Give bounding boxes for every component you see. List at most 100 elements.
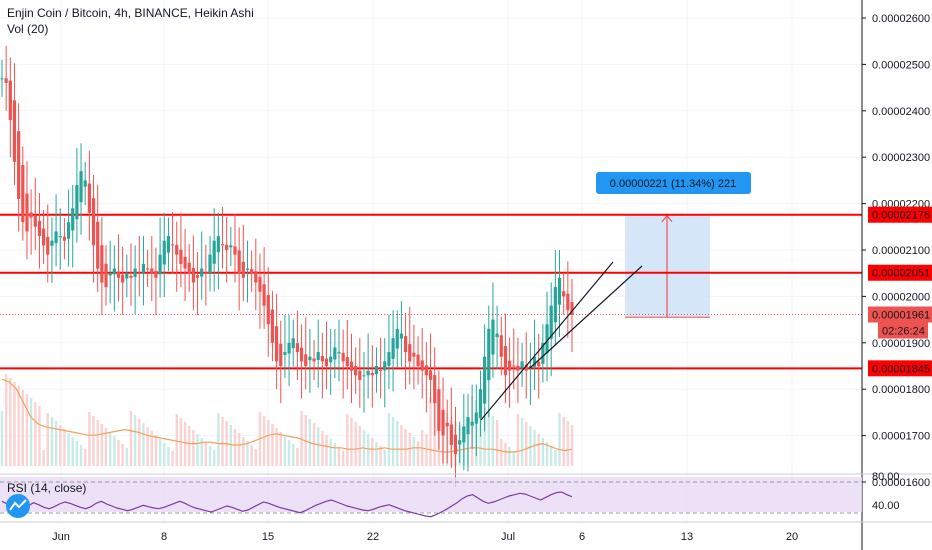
- countdown-box: [878, 322, 928, 339]
- chart-title: Enjin Coin / Bitcoin, 4h, BINANCE, Heiki…: [7, 6, 254, 20]
- candle-body: [141, 263, 146, 273]
- candle-body: [254, 271, 258, 283]
- volume-bar: [425, 434, 428, 466]
- volume-bar: [142, 423, 145, 466]
- volume-bar: [138, 419, 141, 466]
- candle-body: [316, 352, 320, 360]
- volume-bar: [400, 425, 403, 466]
- candle-body: [507, 360, 512, 371]
- price-tick-label: 0.00001800: [872, 384, 930, 396]
- candle-body: [441, 410, 445, 436]
- candle-body: [499, 335, 503, 357]
- volume-bar: [150, 431, 153, 466]
- price-tick-label: 0.00002400: [872, 106, 930, 118]
- candle-body: [100, 245, 104, 283]
- volume-bar: [17, 386, 20, 466]
- volume-bar: [375, 442, 378, 466]
- candle-body: [291, 338, 295, 349]
- last-price-box: [868, 306, 932, 323]
- volume-bar: [292, 444, 295, 466]
- candle-body: [483, 356, 487, 404]
- candle-body: [25, 193, 29, 232]
- volume-bar: [337, 447, 341, 466]
- candle-body: [175, 244, 179, 255]
- candle-body: [345, 357, 349, 366]
- rsi-line: [1, 491, 573, 518]
- volume-bar: [42, 450, 45, 466]
- rsi-label: RSI (14, close): [7, 481, 87, 495]
- volume-bar: [541, 438, 545, 466]
- candle-body: [250, 269, 254, 274]
- volume-bar: [117, 440, 120, 466]
- volume-bar: [354, 422, 357, 466]
- price-tick-label: 0.00001900: [872, 338, 930, 350]
- candle-body: [283, 352, 287, 355]
- candle-body: [29, 212, 33, 218]
- volume-bar: [279, 432, 282, 466]
- volume-bar: [121, 444, 124, 466]
- candle-body: [562, 291, 566, 297]
- volume-bar: [108, 432, 112, 466]
- measure-label: 0.00000221 (11.34%) 221: [610, 178, 736, 190]
- volume-bar: [246, 441, 249, 466]
- volume-bar: [545, 442, 549, 466]
- candle-body: [541, 342, 545, 364]
- candle-body: [466, 417, 470, 435]
- candle-body: [458, 440, 462, 445]
- candle-body: [366, 370, 370, 376]
- candle-body: [299, 347, 304, 362]
- candle-body: [279, 343, 283, 366]
- candle-body: [220, 244, 225, 246]
- candle-body: [75, 185, 79, 220]
- candle-body: [216, 236, 220, 253]
- candle-body: [553, 287, 557, 323]
- volume-bar: [267, 420, 270, 466]
- candle-body: [287, 342, 291, 354]
- volume-bar: [416, 441, 420, 466]
- candle-body: [512, 365, 516, 367]
- candle-body: [503, 346, 508, 376]
- price-tick-label: 0.00002600: [872, 13, 930, 25]
- candle-body: [200, 268, 204, 277]
- candle-body: [137, 272, 141, 274]
- candle-body: [33, 215, 37, 227]
- volume-bar: [562, 417, 565, 466]
- candle-body: [229, 245, 233, 248]
- volume-bar: [341, 451, 345, 466]
- candle-body: [566, 293, 570, 311]
- candle-body: [237, 250, 241, 274]
- candle-body: [383, 361, 387, 371]
- candle-body: [453, 434, 458, 455]
- volume-bar: [0, 411, 4, 466]
- level-label-box: [868, 206, 932, 223]
- volume-bar: [325, 435, 328, 466]
- candle-body: [183, 256, 187, 269]
- volume-bar: [404, 429, 407, 466]
- candle-body: [428, 370, 433, 380]
- candle-body: [362, 375, 366, 377]
- candle-body: [433, 375, 437, 404]
- volume-bar: [217, 413, 220, 466]
- volume-bar: [379, 446, 382, 466]
- volume-bar: [525, 422, 528, 466]
- volume-bar: [570, 425, 574, 466]
- volume-bar: [59, 425, 62, 466]
- candle-body: [191, 267, 195, 283]
- candle-body: [262, 284, 266, 306]
- candle-body: [42, 228, 46, 246]
- candle-body: [370, 372, 374, 376]
- candle-body: [408, 344, 412, 362]
- volume-bar: [242, 437, 245, 466]
- candle-body: [91, 198, 96, 246]
- trend-line-upper: [480, 261, 614, 421]
- price-tick-label: 0.00002100: [872, 245, 930, 257]
- candle-body: [8, 80, 12, 121]
- volume-bar: [67, 433, 70, 466]
- candle-body: [329, 356, 333, 363]
- volume-bar: [29, 398, 33, 466]
- candle-body: [420, 360, 424, 371]
- trend-line-lower: [529, 265, 643, 369]
- volume-bar: [125, 448, 129, 466]
